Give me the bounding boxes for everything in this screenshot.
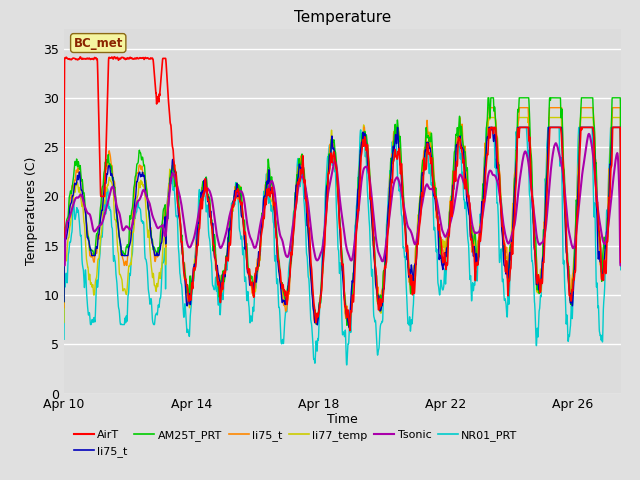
- li77_temp: [124, 280, 131, 286]
- li75_t: [617, 245, 625, 251]
- li75_t: [60, 305, 68, 311]
- AirT: [60, 234, 68, 240]
- li75_t: [298, 165, 305, 170]
- Legend: AirT, li75_t, AM25T_PRT, li75_t, li77_temp, Tsonic, NR01_PRT: AirT, li75_t, AM25T_PRT, li75_t, li77_te…: [70, 426, 522, 461]
- Line: Tsonic: Tsonic: [64, 134, 621, 265]
- li77_temp: [617, 245, 625, 251]
- li77_temp: [546, 115, 554, 120]
- Tsonic: [585, 131, 593, 137]
- NR01_PRT: [617, 267, 625, 273]
- li75_t: [60, 299, 68, 304]
- AM25T_PRT: [60, 299, 68, 304]
- li75_t: [606, 161, 614, 167]
- NR01_PRT: [483, 124, 490, 130]
- Line: AirT: AirT: [64, 57, 621, 331]
- li75_t: [617, 255, 625, 261]
- Line: NR01_PRT: NR01_PRT: [64, 127, 621, 365]
- Tsonic: [617, 263, 625, 268]
- Tsonic: [606, 207, 614, 213]
- AirT: [617, 259, 625, 265]
- Line: li75_t: li75_t: [64, 108, 621, 325]
- AM25T_PRT: [157, 229, 164, 235]
- li75_t: [298, 159, 305, 165]
- li75_t: [157, 240, 164, 246]
- AirT: [111, 54, 118, 60]
- Line: li77_temp: li77_temp: [64, 118, 621, 323]
- li75_t: [547, 105, 554, 110]
- AM25T_PRT: [346, 325, 353, 331]
- li75_t: [394, 124, 401, 130]
- li75_t: [484, 105, 492, 110]
- li75_t: [274, 258, 282, 264]
- li75_t: [547, 124, 554, 130]
- li75_t: [346, 323, 353, 328]
- AirT: [298, 168, 306, 174]
- NR01_PRT: [343, 362, 351, 368]
- li75_t: [157, 244, 164, 250]
- li77_temp: [60, 320, 68, 325]
- AM25T_PRT: [547, 96, 554, 102]
- li75_t: [274, 251, 282, 257]
- li77_temp: [485, 115, 493, 120]
- AM25T_PRT: [274, 242, 282, 248]
- NR01_PRT: [274, 276, 282, 282]
- li77_temp: [606, 164, 614, 169]
- NR01_PRT: [124, 307, 131, 312]
- li77_temp: [157, 272, 164, 278]
- AM25T_PRT: [484, 95, 492, 101]
- NR01_PRT: [547, 124, 554, 130]
- Line: AM25T_PRT: AM25T_PRT: [64, 98, 621, 328]
- AirT: [274, 252, 282, 258]
- AM25T_PRT: [617, 252, 625, 258]
- NR01_PRT: [60, 336, 68, 342]
- Tsonic: [124, 224, 131, 230]
- X-axis label: Time: Time: [327, 413, 358, 426]
- li77_temp: [298, 153, 305, 158]
- AirT: [124, 55, 132, 60]
- li75_t: [606, 155, 614, 160]
- NR01_PRT: [298, 169, 305, 175]
- li75_t: [345, 324, 353, 330]
- NR01_PRT: [157, 295, 164, 300]
- Tsonic: [546, 178, 554, 184]
- li77_temp: [274, 247, 282, 253]
- AM25T_PRT: [124, 242, 131, 248]
- Tsonic: [60, 263, 68, 268]
- AirT: [157, 79, 164, 85]
- AM25T_PRT: [298, 155, 305, 160]
- Text: BC_met: BC_met: [74, 36, 123, 49]
- Y-axis label: Temperatures (C): Temperatures (C): [25, 157, 38, 265]
- AirT: [606, 184, 614, 190]
- Title: Temperature: Temperature: [294, 10, 391, 25]
- AirT: [547, 124, 554, 130]
- Tsonic: [298, 173, 305, 179]
- Line: li75_t: li75_t: [64, 127, 621, 327]
- Tsonic: [274, 216, 282, 222]
- AirT: [346, 328, 354, 334]
- Tsonic: [157, 224, 164, 229]
- li75_t: [124, 252, 131, 258]
- AM25T_PRT: [606, 152, 614, 157]
- li75_t: [124, 254, 131, 260]
- NR01_PRT: [606, 136, 614, 142]
